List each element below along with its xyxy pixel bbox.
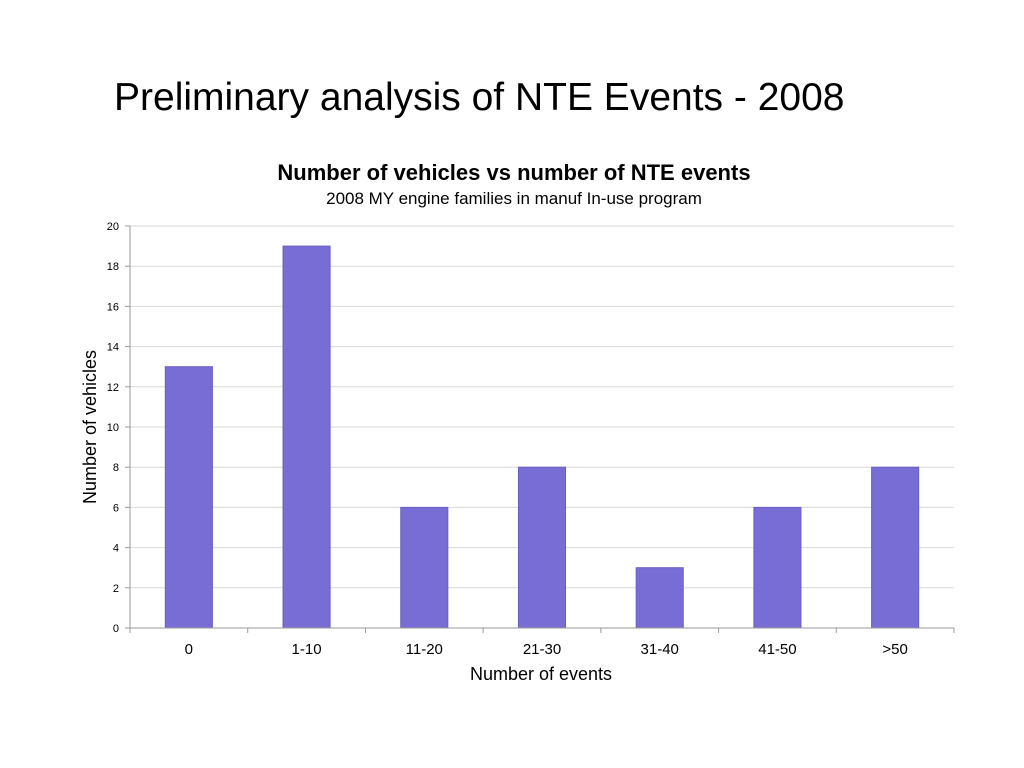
y-tick-label: 6 xyxy=(113,502,119,514)
x-tick-label: 11-20 xyxy=(406,641,443,658)
x-axis-title: Number of events xyxy=(470,664,612,684)
x-tick-labels: 0 1-10 11-20 21-30 31-40 41-50 >50 xyxy=(185,641,908,658)
slide-title: Preliminary analysis of NTE Events - 200… xyxy=(114,76,845,119)
y-axis-title: Number of vehicles xyxy=(80,350,100,504)
y-tick-label: 8 xyxy=(113,462,119,474)
y-tick-label: 18 xyxy=(107,261,119,273)
y-tick-label: 20 xyxy=(107,221,119,233)
chart-subtitle: 2008 MY engine families in manuf In-use … xyxy=(326,189,702,208)
x-tick-label: 31-40 xyxy=(641,641,679,658)
y-tick-label: 0 xyxy=(113,623,119,635)
bar xyxy=(282,245,331,629)
x-tick-label: >50 xyxy=(882,641,907,658)
y-tick-label: 12 xyxy=(107,382,119,394)
y-tick-labels: 0 2 4 6 8 10 12 14 16 18 20 xyxy=(107,221,119,635)
bar xyxy=(517,466,567,629)
x-tick-label: 41-50 xyxy=(758,641,796,658)
chart-title: Number of vehicles vs number of NTE even… xyxy=(277,160,750,185)
bar xyxy=(164,366,213,629)
x-tick-label: 1-10 xyxy=(292,641,322,658)
bar xyxy=(400,506,449,629)
y-tick-label: 14 xyxy=(107,342,119,354)
y-tick-label: 2 xyxy=(113,583,119,595)
bars xyxy=(164,245,920,629)
bar xyxy=(635,567,684,629)
x-tick-label: 0 xyxy=(185,641,193,658)
x-tick-label: 21-30 xyxy=(523,641,561,658)
bar xyxy=(753,506,802,629)
y-tick-label: 10 xyxy=(107,422,119,434)
y-tick-label: 16 xyxy=(107,301,119,313)
axes xyxy=(125,225,955,633)
bar xyxy=(871,466,920,629)
y-tick-label: 4 xyxy=(113,543,119,555)
